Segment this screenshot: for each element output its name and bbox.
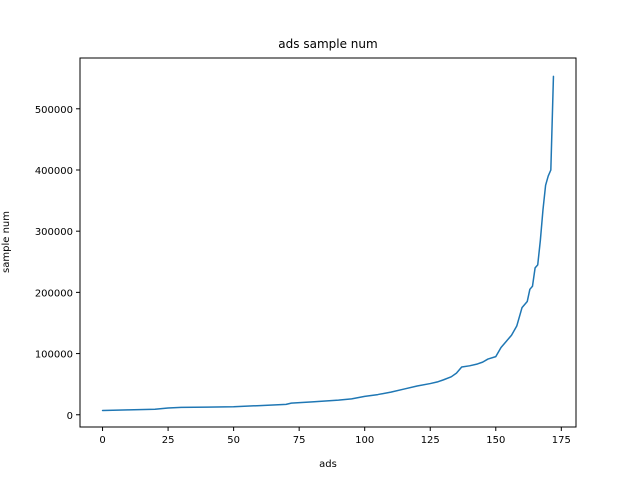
y-tick-label: 200000: [35, 288, 73, 299]
x-tick-label: 100: [355, 435, 374, 446]
x-tick-label: 125: [421, 435, 440, 446]
chart-title: ads sample num: [278, 37, 377, 51]
plot-area: [80, 58, 576, 427]
y-axis-label: sample num: [1, 211, 12, 273]
y-tick-label: 100000: [35, 350, 73, 361]
x-tick-label: 75: [293, 435, 306, 446]
plot-frame: [79, 57, 577, 428]
series-line-0: [101, 75, 555, 412]
y-tick-label: 500000: [35, 105, 73, 116]
y-tick-label: 400000: [35, 166, 73, 177]
x-axis: 0 25 50 75 100 125 150 175: [99, 427, 571, 446]
x-tick-label: 175: [552, 435, 571, 446]
series-layer: [101, 75, 555, 412]
y-tick-label: 300000: [35, 227, 73, 238]
y-axis: 0 100000 200000 300000 400000 500000: [35, 105, 80, 422]
x-tick-label: 150: [486, 435, 505, 446]
y-tick-label: 0: [67, 411, 73, 422]
x-tick-label: 25: [162, 435, 175, 446]
x-tick-label: 50: [227, 435, 240, 446]
x-tick-label: 0: [99, 435, 105, 446]
x-axis-label: ads: [319, 459, 337, 470]
